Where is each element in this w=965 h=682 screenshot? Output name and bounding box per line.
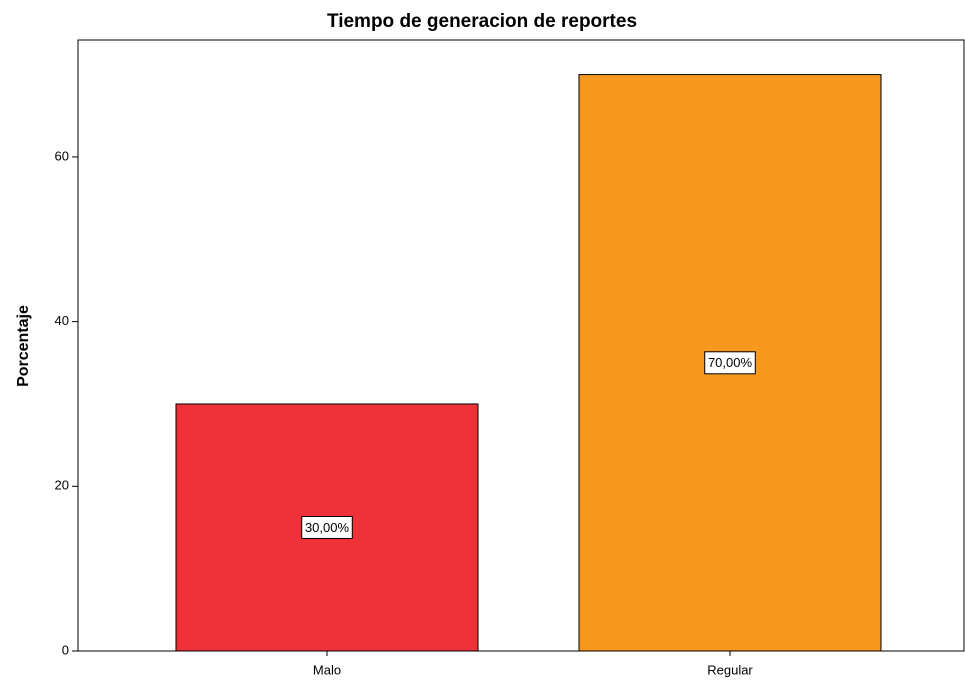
value-label: 30,00% <box>305 520 350 535</box>
value-label-box <box>301 515 353 539</box>
y-axis-label: Porcentaje <box>15 305 32 387</box>
y-tick-label: 20 <box>55 478 69 493</box>
value-label-box <box>704 351 756 375</box>
y-tick-label: 40 <box>55 313 69 328</box>
value-label: 70,00% <box>708 355 753 370</box>
chart-title: Tiempo de generacion de reportes <box>327 11 637 32</box>
x-tick-label: Regular <box>707 662 753 677</box>
y-tick-label: 60 <box>55 148 69 163</box>
y-tick-label: 0 <box>62 642 69 657</box>
x-tick-label: Malo <box>313 662 341 677</box>
